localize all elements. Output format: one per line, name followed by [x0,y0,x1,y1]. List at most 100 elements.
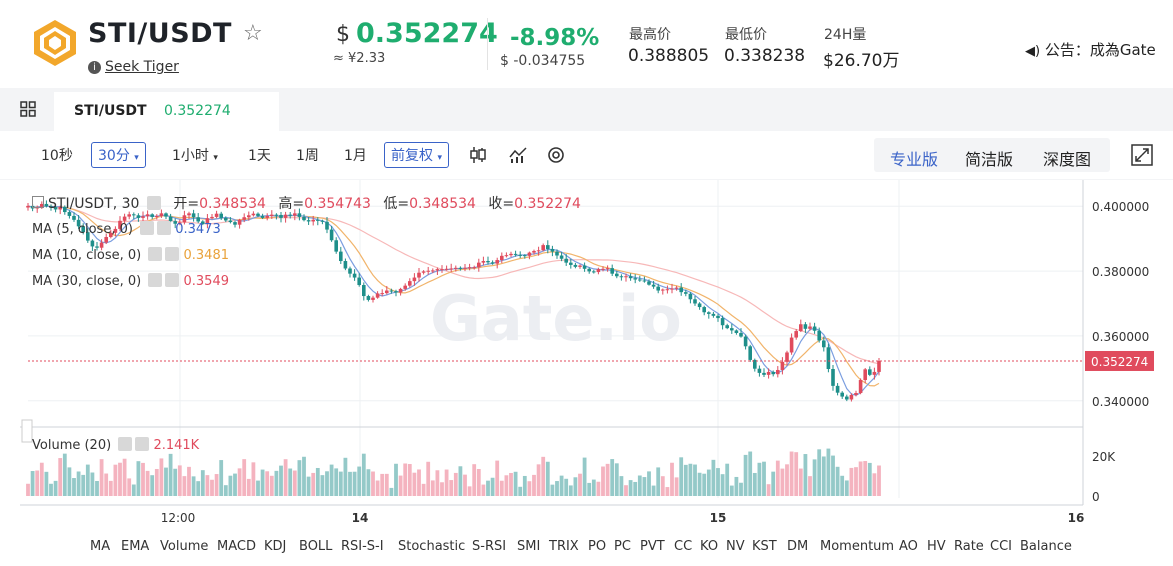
announcement[interactable]: ◀) 公告：成為Gate [1025,39,1156,60]
volume-bar [670,462,674,496]
candle-body [536,250,541,252]
volume-bar [283,459,288,496]
interval-30m[interactable]: 30分 ▾ [91,142,146,168]
candle-body [840,392,844,397]
volume-bar [877,465,881,496]
indicator-po[interactable]: PO [588,539,607,554]
candle-body [251,213,256,216]
high-label: 最高价 [629,27,671,43]
adjust-select[interactable]: 前复权 ▾ [384,142,449,168]
ma5-close-icon[interactable] [157,221,172,235]
candle-body [362,285,366,297]
indicator-pvt[interactable]: PVT [640,539,665,554]
high-value: 0.354743 [304,196,371,212]
volume-bar [527,481,532,496]
indicator-hv[interactable]: HV [927,539,946,554]
issuer-link[interactable]: i Seek Tiger [88,59,179,75]
volume-bar [173,468,178,496]
indicator-dm[interactable]: DM [787,539,809,554]
mode-depth[interactable]: 深度图 [1043,150,1092,169]
indicator-cci[interactable]: CCI [990,539,1012,554]
indicator-ao[interactable]: AO [899,539,918,554]
pane-collapse-handle[interactable] [21,419,33,443]
mode-simple[interactable]: 简洁版 [965,150,1014,169]
volume-bar [486,480,490,496]
indicator-kst[interactable]: KST [752,539,777,554]
indicator-ko[interactable]: KO [700,539,719,554]
indicator-boll[interactable]: BOLL [299,539,333,554]
volume-bar [605,463,610,496]
mode-pro[interactable]: 专业版 [890,150,939,169]
indicator-macd[interactable]: MACD [217,539,256,554]
candle-body [408,281,412,286]
volume-bar [430,480,435,496]
volume-bar [182,476,187,496]
interval-1mo[interactable]: 1月 [344,148,367,164]
chevron-down-icon: ▾ [213,153,218,163]
settings-icon[interactable] [546,145,566,165]
candle-body [26,205,30,208]
indicators-icon[interactable] [508,145,528,165]
indicator-nv[interactable]: NV [726,539,745,554]
indicator-kdj[interactable]: KDJ [264,539,287,554]
ma30-close-icon[interactable] [165,273,180,287]
volume-bar [863,461,868,496]
indicator-stochastic[interactable]: Stochastic [398,539,466,554]
volume-bar [748,451,753,496]
candle-body [854,393,858,395]
volume-bar [633,481,638,496]
open-label: 开= [173,196,200,212]
indicator-ma[interactable]: MA [90,539,111,554]
favorite-star-icon[interactable]: ☆ [243,21,263,46]
interval-10s[interactable]: 10秒 [41,148,73,164]
candle-body [306,220,311,222]
ma30-settings-icon[interactable] [148,273,163,287]
interval-1d[interactable]: 1天 [248,148,271,164]
indicator-pc[interactable]: PC [614,539,631,554]
candlestick-chart-canvas[interactable]: Gate.io 0.400000 0.380000 0.360000 0.340000 2… [0,180,1173,536]
indicator-volume[interactable]: Volume [160,539,209,554]
ma10-close-icon[interactable] [165,247,180,261]
indicator-s-rsi[interactable]: S-RSI [472,539,507,554]
ma10-settings-icon[interactable] [148,247,163,261]
volume-close-icon[interactable] [135,437,150,451]
candle-body [868,369,872,375]
indicator-balance[interactable]: Balance [1020,539,1072,554]
volume-bar [371,471,375,496]
indicator-smi[interactable]: SMI [517,539,541,554]
candle-body [582,265,587,269]
interval-1h[interactable]: 1小时 ▾ [172,145,218,165]
indicator-cc[interactable]: CC [674,539,693,554]
volume-bar [596,481,601,496]
ma5-settings-icon[interactable] [140,221,155,235]
candle-body [99,242,104,248]
candle-body [141,216,145,218]
indicator-ema[interactable]: EMA [121,539,150,554]
candle-type-icon[interactable] [468,145,488,165]
indicator-rsi-s-i[interactable]: RSI-S-I [341,539,384,554]
indicator-momentum[interactable]: Momentum [820,539,895,554]
legend-settings-icon[interactable] [146,196,161,210]
divider [487,18,488,70]
volume-settings-icon[interactable] [118,437,133,451]
price-chart[interactable]: Gate.io 0.400000 0.380000 0.360000 0.340000 2… [0,180,1173,566]
volume-bar [476,469,481,496]
candle-body [412,277,417,282]
volume-bar [757,462,762,496]
layout-grid-icon[interactable] [20,101,36,117]
indicator-trix[interactable]: TRIX [549,539,579,554]
indicator-rate[interactable]: Rate [954,539,984,554]
tab-sti-usdt[interactable]: STI/USDT 0.352274 [54,92,279,131]
volume-bar [297,460,302,496]
volume-bar [444,469,449,496]
candle-body [454,267,458,269]
volume-value: $26.70万 [823,51,900,71]
candle-body [523,255,527,257]
issuer-name[interactable]: Seek Tiger [105,59,179,75]
interval-1w[interactable]: 1周 [296,148,319,164]
candle-body [748,346,752,360]
volume-bar [210,479,214,496]
volume-bar [49,483,53,496]
fullscreen-icon[interactable] [1131,144,1153,166]
candle-body [835,385,840,393]
